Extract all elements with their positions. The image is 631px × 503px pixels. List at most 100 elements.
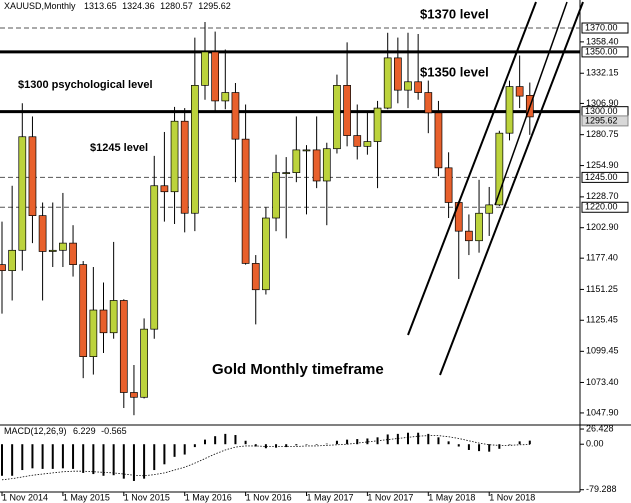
candle-body xyxy=(8,249,16,271)
x-tick-label: 1 May 2016 xyxy=(185,492,232,502)
annotation: $1370 level xyxy=(420,6,489,21)
y-tick-label: 1047.90 xyxy=(586,407,619,417)
macd-bar xyxy=(478,444,481,452)
channel-line xyxy=(494,1,568,206)
macd-bar xyxy=(183,444,186,455)
level-label-box xyxy=(581,201,629,213)
macd-bar xyxy=(254,444,257,447)
candle-body xyxy=(444,167,453,203)
candle-body xyxy=(383,57,392,109)
macd-bar xyxy=(1,444,3,476)
candle-body xyxy=(109,300,118,334)
macd-bar xyxy=(244,440,247,445)
candle-body xyxy=(404,81,412,91)
y-tick-label: 1254.90 xyxy=(586,160,619,170)
macd-bar xyxy=(163,444,166,465)
macd-bar xyxy=(112,444,115,476)
macd-bar xyxy=(21,444,24,471)
y-tick-label: 1202.90 xyxy=(586,222,619,232)
candle-body xyxy=(262,217,270,291)
x-tick-label: 1 May 2018 xyxy=(428,492,475,502)
level-label: 1370.00 xyxy=(585,22,618,32)
candle-body xyxy=(495,132,504,206)
candle-body xyxy=(18,136,27,251)
macd-bar xyxy=(407,432,409,445)
annotation: $1300 psychological level xyxy=(18,79,153,91)
candle-body xyxy=(251,263,260,291)
y-tick-label: 1332.15 xyxy=(586,68,619,78)
y-tick-label: 1151.25 xyxy=(586,284,618,294)
macd-bar xyxy=(41,444,44,469)
y-tick-label: 1306.90 xyxy=(586,98,619,108)
x-tick-label: 1 May 2015 xyxy=(63,492,110,502)
candle-body xyxy=(130,392,138,398)
level-label-box xyxy=(581,22,629,34)
x-tick-label: 1 Nov 2016 xyxy=(246,492,292,502)
candle-body xyxy=(38,215,47,252)
macd-bar xyxy=(72,444,75,469)
candle-body xyxy=(211,51,219,102)
y-tick-label: 1099.45 xyxy=(586,346,619,356)
macd-bar xyxy=(427,433,430,445)
candle-body xyxy=(373,107,382,142)
macd-bar xyxy=(173,444,176,457)
candle-body xyxy=(221,92,230,102)
candle-body xyxy=(48,249,57,252)
channel-line xyxy=(439,1,584,376)
macd-bar xyxy=(132,444,135,481)
macd-bar xyxy=(153,444,156,471)
macd-bar xyxy=(275,444,278,448)
macd-bar xyxy=(82,444,85,473)
macd-bar xyxy=(295,444,298,446)
signal-last: -0.565 xyxy=(101,426,127,436)
candle-body xyxy=(353,135,362,147)
macd-bar xyxy=(31,444,34,469)
macd-y-tick-label: -79.288 xyxy=(586,484,617,494)
symbol: XAUUSD,Monthly xyxy=(4,1,76,11)
macd-y-tick-label: 26.428 xyxy=(586,423,614,433)
candle-body xyxy=(191,85,199,214)
annotation: Gold Monthly timeframe xyxy=(212,361,384,378)
macd-bar xyxy=(467,444,470,450)
candle-body xyxy=(333,85,341,150)
candle-body xyxy=(231,92,240,140)
macd-bar xyxy=(102,444,105,476)
macd-bar xyxy=(264,444,267,449)
x-tick-label: 1 Nov 2015 xyxy=(124,492,170,502)
candle-body xyxy=(170,120,179,193)
macd-bar xyxy=(234,435,237,445)
macd-bar xyxy=(224,433,227,445)
candle-body xyxy=(322,148,331,182)
macd-bar xyxy=(61,444,64,469)
candle-body xyxy=(99,309,108,334)
candle-body xyxy=(59,242,67,251)
y-tick-label: 1358.40 xyxy=(586,36,619,46)
candle-body xyxy=(312,149,321,182)
candle-body xyxy=(89,309,98,357)
level-label: 1300.00 xyxy=(585,106,618,116)
current-price-box xyxy=(581,115,629,127)
annotation: $1245 level xyxy=(90,142,148,154)
candle-body xyxy=(424,92,433,114)
candle-body xyxy=(0,264,6,271)
channel-line xyxy=(407,1,537,336)
candle-body xyxy=(363,141,372,147)
last-high: 1324.36 xyxy=(122,1,155,11)
last-close: 1295.62 xyxy=(198,1,231,11)
macd-bar xyxy=(386,434,389,445)
macd-bar xyxy=(325,443,328,445)
current-price-label: 1295.62 xyxy=(585,115,618,125)
candle-body xyxy=(140,328,148,398)
macd-bar xyxy=(214,436,217,445)
y-tick-label: 1228.70 xyxy=(586,191,619,201)
candle-body xyxy=(272,172,280,219)
macd-bar xyxy=(498,444,501,449)
y-tick-label: 1073.40 xyxy=(586,377,619,387)
candle-body xyxy=(465,230,473,242)
macd-bar xyxy=(51,444,54,469)
macd-bar xyxy=(447,441,450,445)
x-tick-label: 1 May 2017 xyxy=(307,492,354,502)
y-tick-label: 1177.40 xyxy=(586,253,618,263)
